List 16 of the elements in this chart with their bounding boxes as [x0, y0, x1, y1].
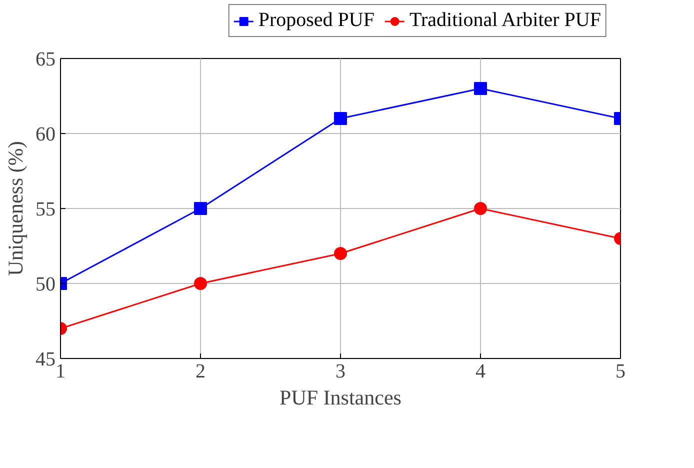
x-tick-label: 4 — [476, 360, 486, 382]
point — [334, 247, 347, 260]
x-tick-label: 2 — [196, 360, 206, 382]
y-axis-title: Uniqueness (%) — [4, 141, 28, 276]
x-tick-label: 3 — [336, 360, 346, 382]
y-tick-label: 50 — [36, 274, 56, 296]
y-tick-label: 60 — [36, 124, 56, 146]
legend-label: Traditional Arbiter PUF — [410, 9, 601, 32]
y-tick-label: 45 — [36, 348, 56, 370]
x-tick-label: 5 — [616, 360, 626, 382]
x-tick-label: 1 — [56, 360, 66, 382]
y-tick-label: 65 — [36, 48, 56, 70]
legend-label: Proposed PUF — [258, 9, 374, 32]
x-axis-title: PUF Instances — [280, 386, 402, 410]
point — [334, 112, 347, 125]
y-tick-label: 55 — [36, 198, 56, 220]
